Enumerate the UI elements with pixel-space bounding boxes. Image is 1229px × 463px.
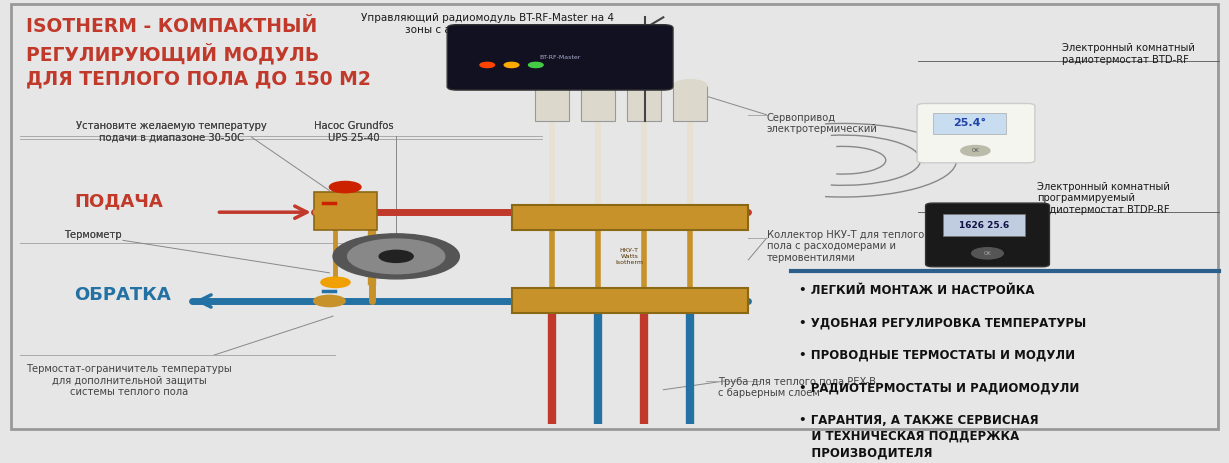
- FancyBboxPatch shape: [925, 203, 1050, 267]
- Circle shape: [504, 63, 519, 68]
- Text: 1626 25.6: 1626 25.6: [959, 221, 1009, 230]
- Bar: [535, 86, 569, 121]
- Text: Установите желаемую температуру
подачи в диапазоне 30-50С: Установите желаемую температуру подачи в…: [76, 121, 267, 143]
- Text: Насос Grundfos
UPS 25-40: Насос Grundfos UPS 25-40: [313, 121, 393, 143]
- FancyBboxPatch shape: [917, 104, 1035, 163]
- Text: • УДОБНАЯ РЕГУЛИРОВКА ТЕМПЕРАТУРЫ: • УДОБНАЯ РЕГУЛИРОВКА ТЕМПЕРАТУРЫ: [799, 316, 1086, 329]
- Circle shape: [972, 248, 1003, 259]
- Circle shape: [333, 234, 460, 279]
- Text: OK: OK: [983, 251, 992, 256]
- Text: Коллектор НКУ-Т для теплого
пола с расходомерами и
термовентилями: Коллектор НКУ-Т для теплого пола с расхо…: [767, 230, 924, 263]
- Text: • РАДИОТЕРМОСТАТЫ И РАДИОМОДУЛИ: • РАДИОТЕРМОСТАТЫ И РАДИОМОДУЛИ: [799, 381, 1080, 394]
- Circle shape: [627, 80, 661, 92]
- Circle shape: [535, 80, 569, 92]
- Circle shape: [528, 63, 543, 68]
- Text: Электронный комнатный
программируемый
радиотермостат BTDP-RF: Электронный комнатный программируемый ра…: [1037, 182, 1170, 215]
- Bar: [511, 205, 748, 231]
- Bar: [313, 192, 377, 231]
- Text: Термометр: Термометр: [64, 230, 122, 239]
- Text: • ПРОВОДНЫЕ ТЕРМОСТАТЫ И МОДУЛИ: • ПРОВОДНЫЕ ТЕРМОСТАТЫ И МОДУЛИ: [799, 349, 1075, 362]
- Text: Установите желаемую температуру
подачи в диапазоне 30-50С: Установите желаемую температуру подачи в…: [76, 121, 267, 143]
- Text: ОБРАТКА: ОБРАТКА: [75, 286, 171, 304]
- Text: OK: OK: [971, 148, 980, 153]
- Circle shape: [329, 181, 361, 193]
- Text: Насос Grundfos
UPS 25-40: Насос Grundfos UPS 25-40: [313, 121, 393, 143]
- Text: BT-RF-Master: BT-RF-Master: [540, 55, 581, 60]
- Bar: [627, 86, 661, 121]
- Text: • ЛЕГКИЙ МОНТАЖ И НАСТРОЙКА: • ЛЕГКИЙ МОНТАЖ И НАСТРОЙКА: [799, 284, 1035, 297]
- Text: НКУ-Т
Watts
Isotherm: НКУ-Т Watts Isotherm: [616, 248, 643, 265]
- Text: 25.4°: 25.4°: [952, 119, 986, 128]
- Bar: [933, 113, 1005, 134]
- Bar: [943, 214, 1025, 236]
- Text: Сервопривод
электротермический: Сервопривод электротермический: [767, 113, 878, 134]
- Circle shape: [321, 277, 350, 288]
- Text: Управляющий радиомодуль BT-RF-Master на 4
зоны с антенной в комплекте: Управляющий радиомодуль BT-RF-Master на …: [361, 13, 613, 35]
- Text: Труба для теплого пола PEX-B
с барьерным слоем: Труба для теплого пола PEX-B с барьерным…: [718, 377, 876, 398]
- Circle shape: [313, 206, 345, 218]
- Bar: [673, 86, 707, 121]
- Text: Термостат-ограничитель температуры
для дополнительной защиты
системы теплого пол: Термостат-ограничитель температуры для д…: [26, 364, 232, 397]
- Bar: [581, 86, 614, 121]
- Circle shape: [313, 295, 345, 307]
- Circle shape: [673, 80, 707, 92]
- Text: Электронный комнатный
радиотермостат BTD-RF: Электронный комнатный радиотермостат BTD…: [1062, 44, 1195, 65]
- Circle shape: [380, 250, 413, 263]
- Text: ПОДАЧА: ПОДАЧА: [75, 192, 163, 210]
- Circle shape: [961, 145, 989, 156]
- Text: • ГАРАНТИЯ, А ТАКЖЕ СЕРВИСНАЯ
   И ТЕХНИЧЕСКАЯ ПОДДЕРЖКА
   ПРОИЗВОДИТЕЛЯ: • ГАРАНТИЯ, А ТАКЖЕ СЕРВИСНАЯ И ТЕХНИЧЕС…: [799, 413, 1039, 460]
- Circle shape: [581, 80, 614, 92]
- Circle shape: [348, 239, 445, 274]
- Circle shape: [481, 63, 494, 68]
- FancyBboxPatch shape: [447, 25, 673, 90]
- Text: ISOTHERM - КОМПАКТНЫЙ
РЕГУЛИРУЮЩИЙ МОДУЛЬ
ДЛЯ ТЕПЛОГО ПОЛА ДО 150 М2: ISOTHERM - КОМПАКТНЫЙ РЕГУЛИРУЮЩИЙ МОДУЛ…: [26, 17, 371, 88]
- Bar: [511, 288, 748, 313]
- Text: Термометр: Термометр: [64, 230, 122, 239]
